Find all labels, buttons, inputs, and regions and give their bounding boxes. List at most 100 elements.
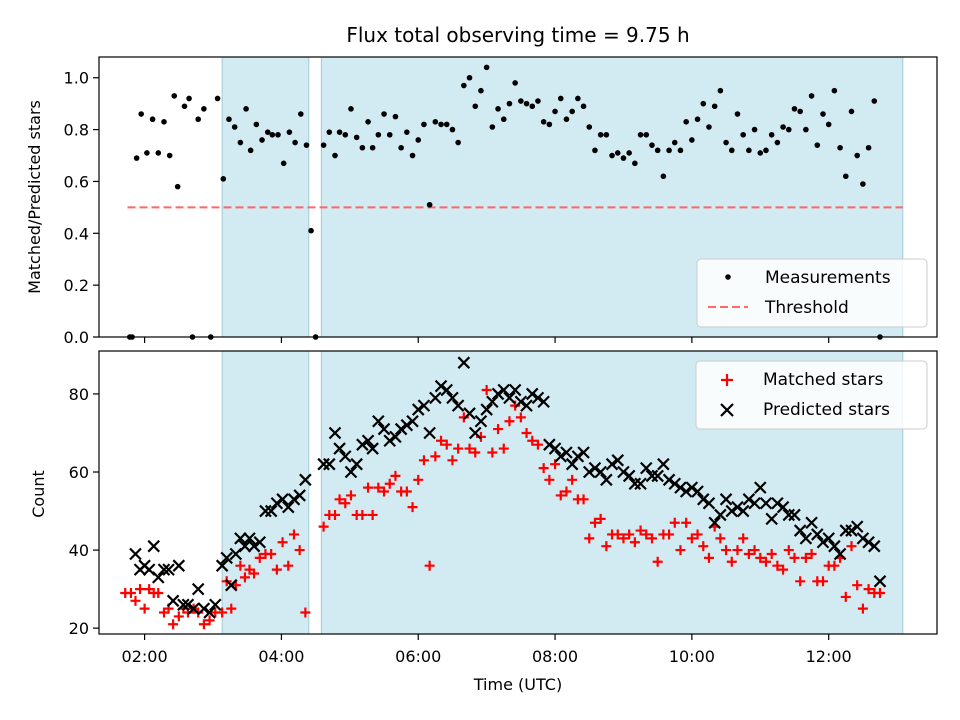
measurement-point — [365, 119, 371, 125]
measurement-point — [871, 98, 878, 104]
top-legend: Measurements Threshold — [696, 258, 928, 328]
predicted-star-point — [429, 391, 442, 405]
predicted-star-point — [209, 598, 222, 612]
matched-star-point — [664, 529, 675, 540]
matched-star-point — [715, 533, 726, 544]
predicted-star-point — [457, 356, 471, 369]
predicted-star-point — [765, 512, 778, 526]
matched-star-point — [726, 556, 737, 567]
matched-star-point — [840, 591, 851, 602]
matched-star-point — [384, 478, 395, 489]
predicted-star-point — [828, 539, 841, 553]
measurement-point — [808, 93, 815, 99]
y-tick-label: 0.0 — [64, 328, 89, 347]
measurement-point — [751, 126, 758, 133]
predicted-star-point — [361, 434, 375, 448]
predicted-star-point — [394, 422, 408, 436]
measurement-point — [614, 150, 621, 156]
predicted-star-point — [691, 485, 704, 498]
measurement-point — [626, 150, 632, 156]
x-tick-label: 02:00 — [122, 647, 168, 666]
measurement-point — [226, 116, 232, 123]
matched-star-point — [407, 502, 418, 513]
predicted-star-point — [731, 500, 744, 514]
measurement-point — [597, 131, 604, 138]
predicted-star-point — [344, 465, 358, 479]
matched-star-point — [204, 615, 215, 626]
measurement-point — [353, 134, 360, 141]
measurement-point — [637, 131, 644, 138]
predicted-star-point — [651, 469, 664, 483]
measurement-point — [201, 106, 207, 112]
predicted-star-point — [215, 559, 229, 572]
predicted-star-point — [247, 539, 261, 553]
matched-star-point — [800, 552, 811, 563]
matched-star-point — [852, 580, 863, 591]
measurement-point — [825, 121, 832, 128]
matched-star-point — [584, 533, 595, 544]
matched-star-point — [464, 443, 475, 454]
predicted-star-point — [172, 559, 186, 572]
predicted-star-point — [383, 434, 397, 448]
measurement-point — [149, 116, 156, 123]
matched-star-point — [857, 603, 868, 614]
measurement-point — [264, 129, 271, 135]
measurement-point — [332, 152, 338, 159]
matched-star-point — [755, 552, 766, 563]
matched-star-point — [749, 545, 760, 556]
matched-star-point — [641, 529, 652, 540]
matched-star-point — [772, 560, 783, 571]
matched-star-point — [283, 560, 294, 571]
predicted-star-point — [594, 465, 607, 479]
predicted-star-point — [463, 407, 476, 420]
measurement-point — [563, 116, 570, 123]
predicted-star-point — [674, 481, 687, 494]
matched-star-point — [334, 494, 345, 505]
measurement-point — [231, 124, 238, 130]
chart-title: Flux total observing time = 9.75 h — [346, 23, 689, 47]
measurement-point — [195, 116, 201, 123]
measurement-point — [757, 150, 764, 156]
predicted-star-point — [317, 457, 330, 471]
predicted-star-point — [862, 535, 875, 549]
measurement-point — [303, 142, 310, 148]
measurement-point — [671, 139, 678, 146]
predicted-star-point — [845, 524, 858, 537]
measurement-point — [375, 131, 382, 138]
predicted-star-point — [782, 508, 796, 522]
predicted-star-point — [811, 528, 824, 541]
measurement-point — [706, 124, 712, 130]
matched-star-point — [732, 545, 743, 556]
matched-star-point — [783, 545, 794, 556]
predicted-star-point — [440, 383, 454, 397]
predicted-star-point — [503, 391, 516, 405]
measurement-point — [654, 147, 661, 154]
matched-star-point — [139, 603, 150, 614]
predicted-star-point — [839, 524, 853, 537]
predicted-star-point — [224, 578, 238, 592]
measurement-point — [842, 173, 849, 180]
matched-star-point — [125, 588, 136, 599]
measurement-point — [432, 119, 439, 125]
predicted-star-point — [816, 535, 830, 549]
predicted-star-point — [181, 598, 195, 612]
matched-star-point — [766, 548, 777, 559]
measurement-point — [171, 93, 178, 99]
measurement-point — [711, 103, 718, 110]
matched-star-point — [401, 486, 412, 497]
measurement-point — [404, 129, 410, 135]
measurement-point — [791, 106, 798, 112]
matched-star-point — [863, 584, 874, 595]
matched-star-point — [318, 521, 329, 532]
measurement-point — [181, 103, 188, 110]
predicted-star-point — [276, 493, 289, 506]
measurement-point — [449, 126, 456, 133]
top-axes-frame — [98, 56, 938, 338]
measurement-point — [820, 111, 826, 117]
measurement-point — [746, 147, 752, 154]
predicted-star-point — [742, 493, 756, 506]
measurement-point — [253, 121, 260, 128]
matched-star-point — [493, 424, 504, 435]
x-tick-label: 06:00 — [395, 647, 441, 666]
